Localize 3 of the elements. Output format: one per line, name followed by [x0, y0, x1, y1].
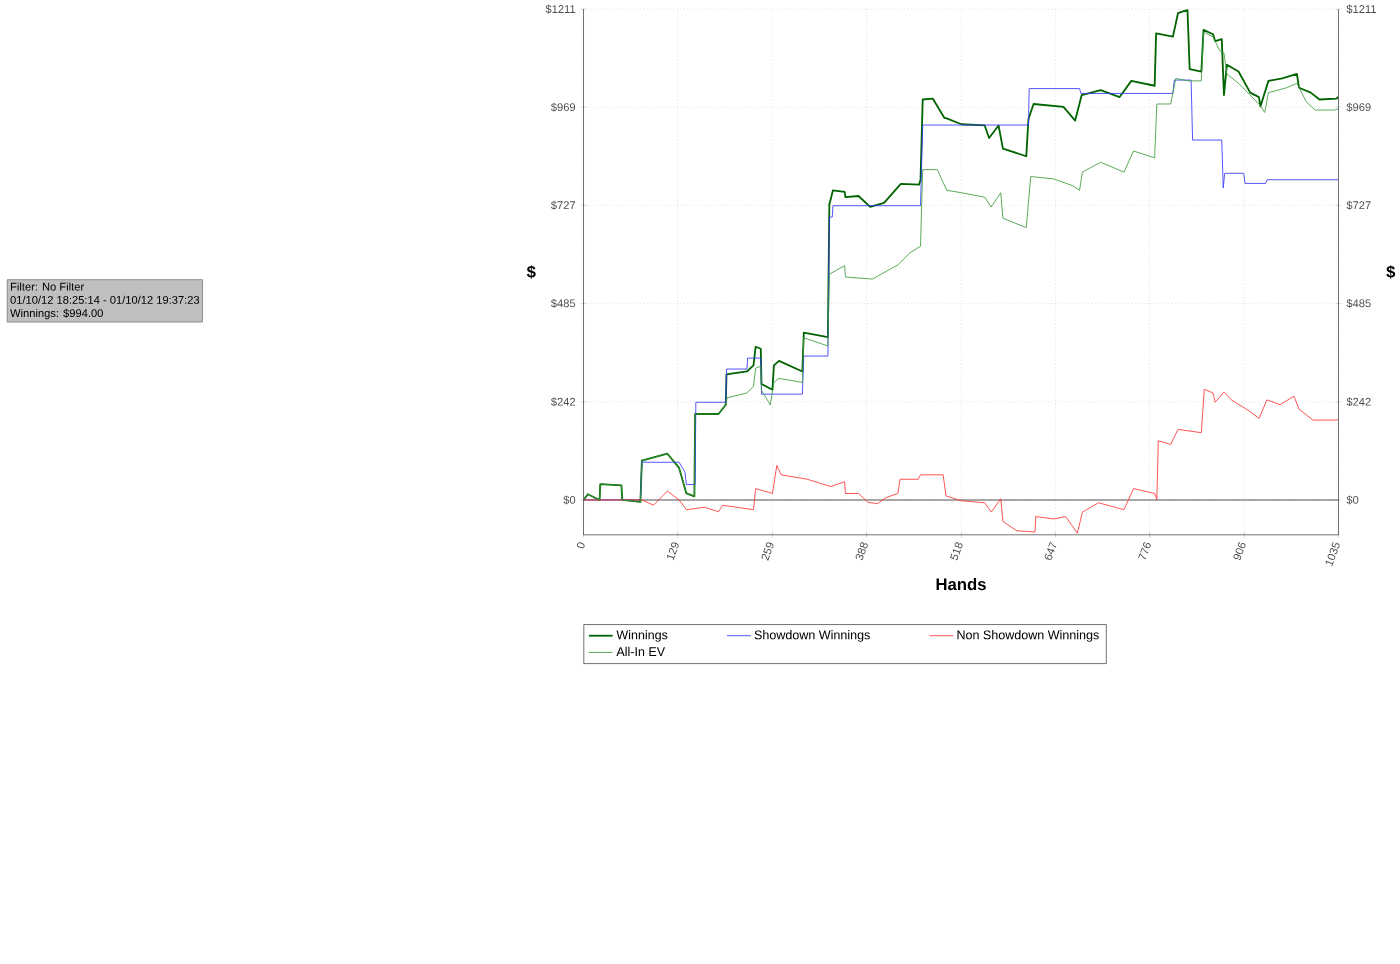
y-axis-title: $ [526, 264, 536, 279]
y2-axis-title: $ [1386, 264, 1396, 279]
x-axis-title: Hands [936, 577, 986, 590]
